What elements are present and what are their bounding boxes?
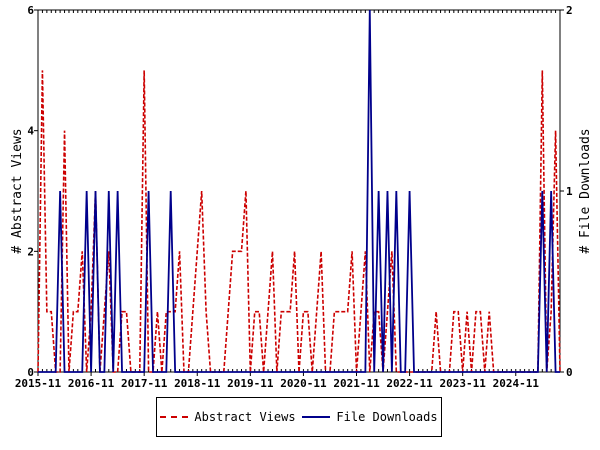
chart: 2015-11 2016-11 2017-11 2018-11 2019-11 2020-… bbox=[10, 4, 593, 390]
x-tick-label: 2022-11 bbox=[386, 377, 433, 390]
legend-item-abstract-views: Abstract Views bbox=[160, 410, 296, 424]
x-tick-label: 2018-11 bbox=[174, 377, 221, 390]
x-tick-label: 2021-11 bbox=[333, 377, 380, 390]
x-tick-label: 2024-11 bbox=[493, 377, 540, 390]
x-tick-label: 2017-11 bbox=[121, 377, 168, 390]
plot-area bbox=[37, 9, 561, 373]
x-tick-label: 2020-11 bbox=[280, 377, 327, 390]
y-left-axis-title: # Abstract Views bbox=[10, 128, 25, 253]
series-line-abstract-views bbox=[37, 70, 561, 373]
legend-item-file-downloads: File Downloads bbox=[302, 410, 438, 424]
series-line-file-downloads bbox=[38, 9, 560, 373]
y-right-tick-label: 1 bbox=[566, 185, 573, 198]
x-tick-label: 2016-11 bbox=[68, 377, 115, 390]
legend-swatch-file-downloads bbox=[302, 416, 331, 418]
y-left-tick-label: 2 bbox=[27, 245, 34, 258]
x-tick-label: 2019-11 bbox=[227, 377, 274, 390]
ticks: 2015-11 2016-11 2017-11 2018-11 2019-11 2020-… bbox=[15, 4, 573, 390]
x-tick-label: 2023-11 bbox=[439, 377, 486, 390]
legend-swatch-abstract-views bbox=[160, 416, 189, 418]
y-right-tick-label: 2 bbox=[566, 4, 573, 17]
series bbox=[37, 9, 561, 373]
y-right-axis-title: # File Downloads bbox=[578, 128, 593, 253]
x-tick-label: 2015-11 bbox=[15, 377, 62, 390]
legend-label-file-downloads: File Downloads bbox=[336, 410, 438, 424]
legend: Abstract Views File Downloads bbox=[156, 397, 442, 437]
y-left-tick-label: 4 bbox=[27, 125, 34, 138]
y-left-tick-label: 0 bbox=[27, 366, 34, 379]
y-right-tick-label: 0 bbox=[566, 366, 573, 379]
y-left-tick-label: 6 bbox=[27, 4, 34, 17]
legend-label-abstract-views: Abstract Views bbox=[194, 410, 296, 424]
